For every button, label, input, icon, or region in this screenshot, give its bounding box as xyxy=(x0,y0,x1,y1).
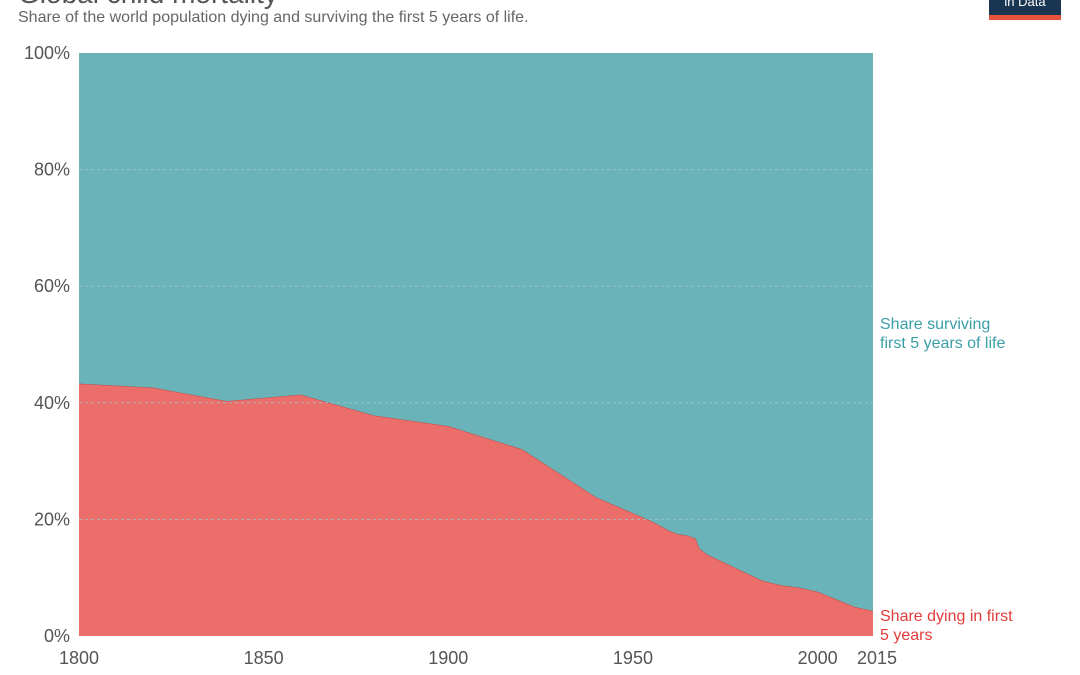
owid-logo[interactable]: in Data xyxy=(989,0,1061,20)
label-surviving-line: Share surviving xyxy=(880,316,990,333)
y-tick-label: 0% xyxy=(44,626,70,646)
x-tick-label: 1950 xyxy=(613,648,653,668)
label-dying-line: 5 years xyxy=(880,627,932,644)
y-tick-label: 80% xyxy=(34,160,70,180)
x-tick-label: 2000 xyxy=(798,648,838,668)
label-dying: Share dying in first 5 years xyxy=(880,608,1013,644)
x-axis-ticks: 1800 1850 1900 1950 2000 2015 xyxy=(59,648,897,668)
x-tick-label: 1900 xyxy=(428,648,468,668)
x-tick-label: 2015 xyxy=(857,648,897,668)
y-axis-ticks: 0% 20% 40% 60% 80% 100% xyxy=(24,43,70,646)
y-tick-label: 40% xyxy=(34,393,70,413)
chart-subtitle: Share of the world population dying and … xyxy=(18,9,529,26)
y-tick-label: 60% xyxy=(34,276,70,296)
y-tick-label: 20% xyxy=(34,509,70,529)
label-surviving: Share surviving first 5 years of life xyxy=(880,316,1005,352)
label-dying-line: Share dying in first xyxy=(880,608,1013,625)
x-tick-label: 1850 xyxy=(244,648,284,668)
chart-areas xyxy=(78,53,874,636)
chart-gridlines xyxy=(79,169,873,520)
logo-accent-bar xyxy=(989,15,1061,20)
area-dying[interactable] xyxy=(79,383,873,636)
area-surviving[interactable] xyxy=(79,53,873,611)
x-tick-label: 1800 xyxy=(59,648,99,668)
y-tick-label: 100% xyxy=(24,43,70,63)
chart-title: Global child mortality xyxy=(18,0,278,10)
logo-text: in Data xyxy=(1004,0,1046,9)
series-labels: Share surviving first 5 years of lifeShar… xyxy=(880,316,1013,644)
label-surviving-line: first 5 years of life xyxy=(880,335,1005,352)
